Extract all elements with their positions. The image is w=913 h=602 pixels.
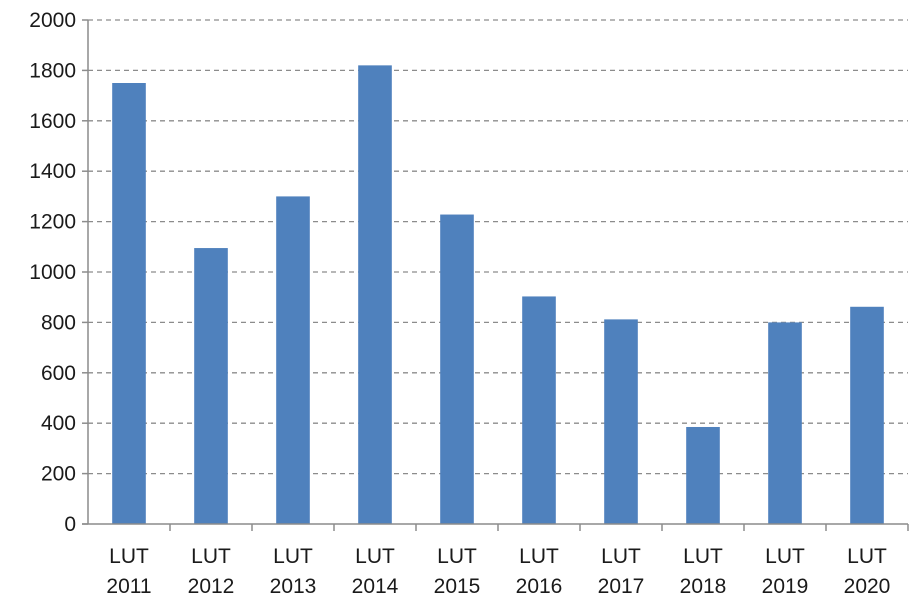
x-category-label: 2015: [434, 575, 481, 598]
x-category-label: LUT: [437, 545, 477, 568]
y-tick-label: 2000: [29, 9, 76, 32]
x-category-label: 2011: [106, 575, 151, 598]
x-category-label: 2013: [270, 575, 317, 598]
x-category-label: 2014: [352, 575, 399, 598]
y-tick-label: 1200: [29, 211, 76, 234]
x-category-label: LUT: [519, 545, 559, 568]
x-category-label: LUT: [847, 545, 887, 568]
bar: [358, 65, 392, 525]
y-tick-label: 200: [41, 463, 76, 486]
x-axis-category-labels: LUT 2011 LUT 2012 LUT 2013 LUT 2014 LUT 2015 LUT 20…: [106, 545, 890, 598]
y-tick-label: 600: [41, 362, 76, 385]
x-category-label: LUT: [109, 545, 149, 568]
x-category-label: 2018: [680, 575, 727, 598]
bar: [686, 426, 720, 524]
x-category-label: LUT: [683, 545, 723, 568]
x-category-label: 2017: [598, 575, 645, 598]
x-category-label: LUT: [191, 545, 231, 568]
bar: [850, 306, 884, 524]
x-category-label: LUT: [601, 545, 641, 568]
x-category-label: 2012: [188, 575, 235, 598]
y-tick-label: 1400: [29, 160, 76, 183]
y-axis-tick-labels: 0 200 400 600 800 1000 1200 1400 1600 1800 2000: [29, 9, 76, 536]
y-tick-label: 1000: [29, 261, 76, 284]
bar: [276, 196, 310, 524]
bar: [112, 83, 146, 524]
x-category-label: 2016: [516, 575, 563, 598]
bar: [604, 319, 638, 524]
bar: [194, 248, 228, 524]
y-tick-label: 1800: [29, 59, 76, 82]
x-category-label: LUT: [273, 545, 313, 568]
x-category-label: LUT: [765, 545, 805, 568]
y-tick-label: 0: [64, 513, 76, 536]
bar: [440, 214, 474, 525]
bar: [768, 322, 802, 524]
axes: [82, 19, 909, 531]
bars: [112, 65, 884, 525]
x-category-label: 2019: [762, 575, 809, 598]
bar: [522, 296, 556, 524]
x-category-label: LUT: [355, 545, 395, 568]
y-tick-label: 800: [41, 311, 76, 334]
y-tick-label: 1600: [29, 110, 76, 133]
y-tick-label: 400: [41, 412, 76, 435]
x-category-label: 2020: [844, 575, 891, 598]
